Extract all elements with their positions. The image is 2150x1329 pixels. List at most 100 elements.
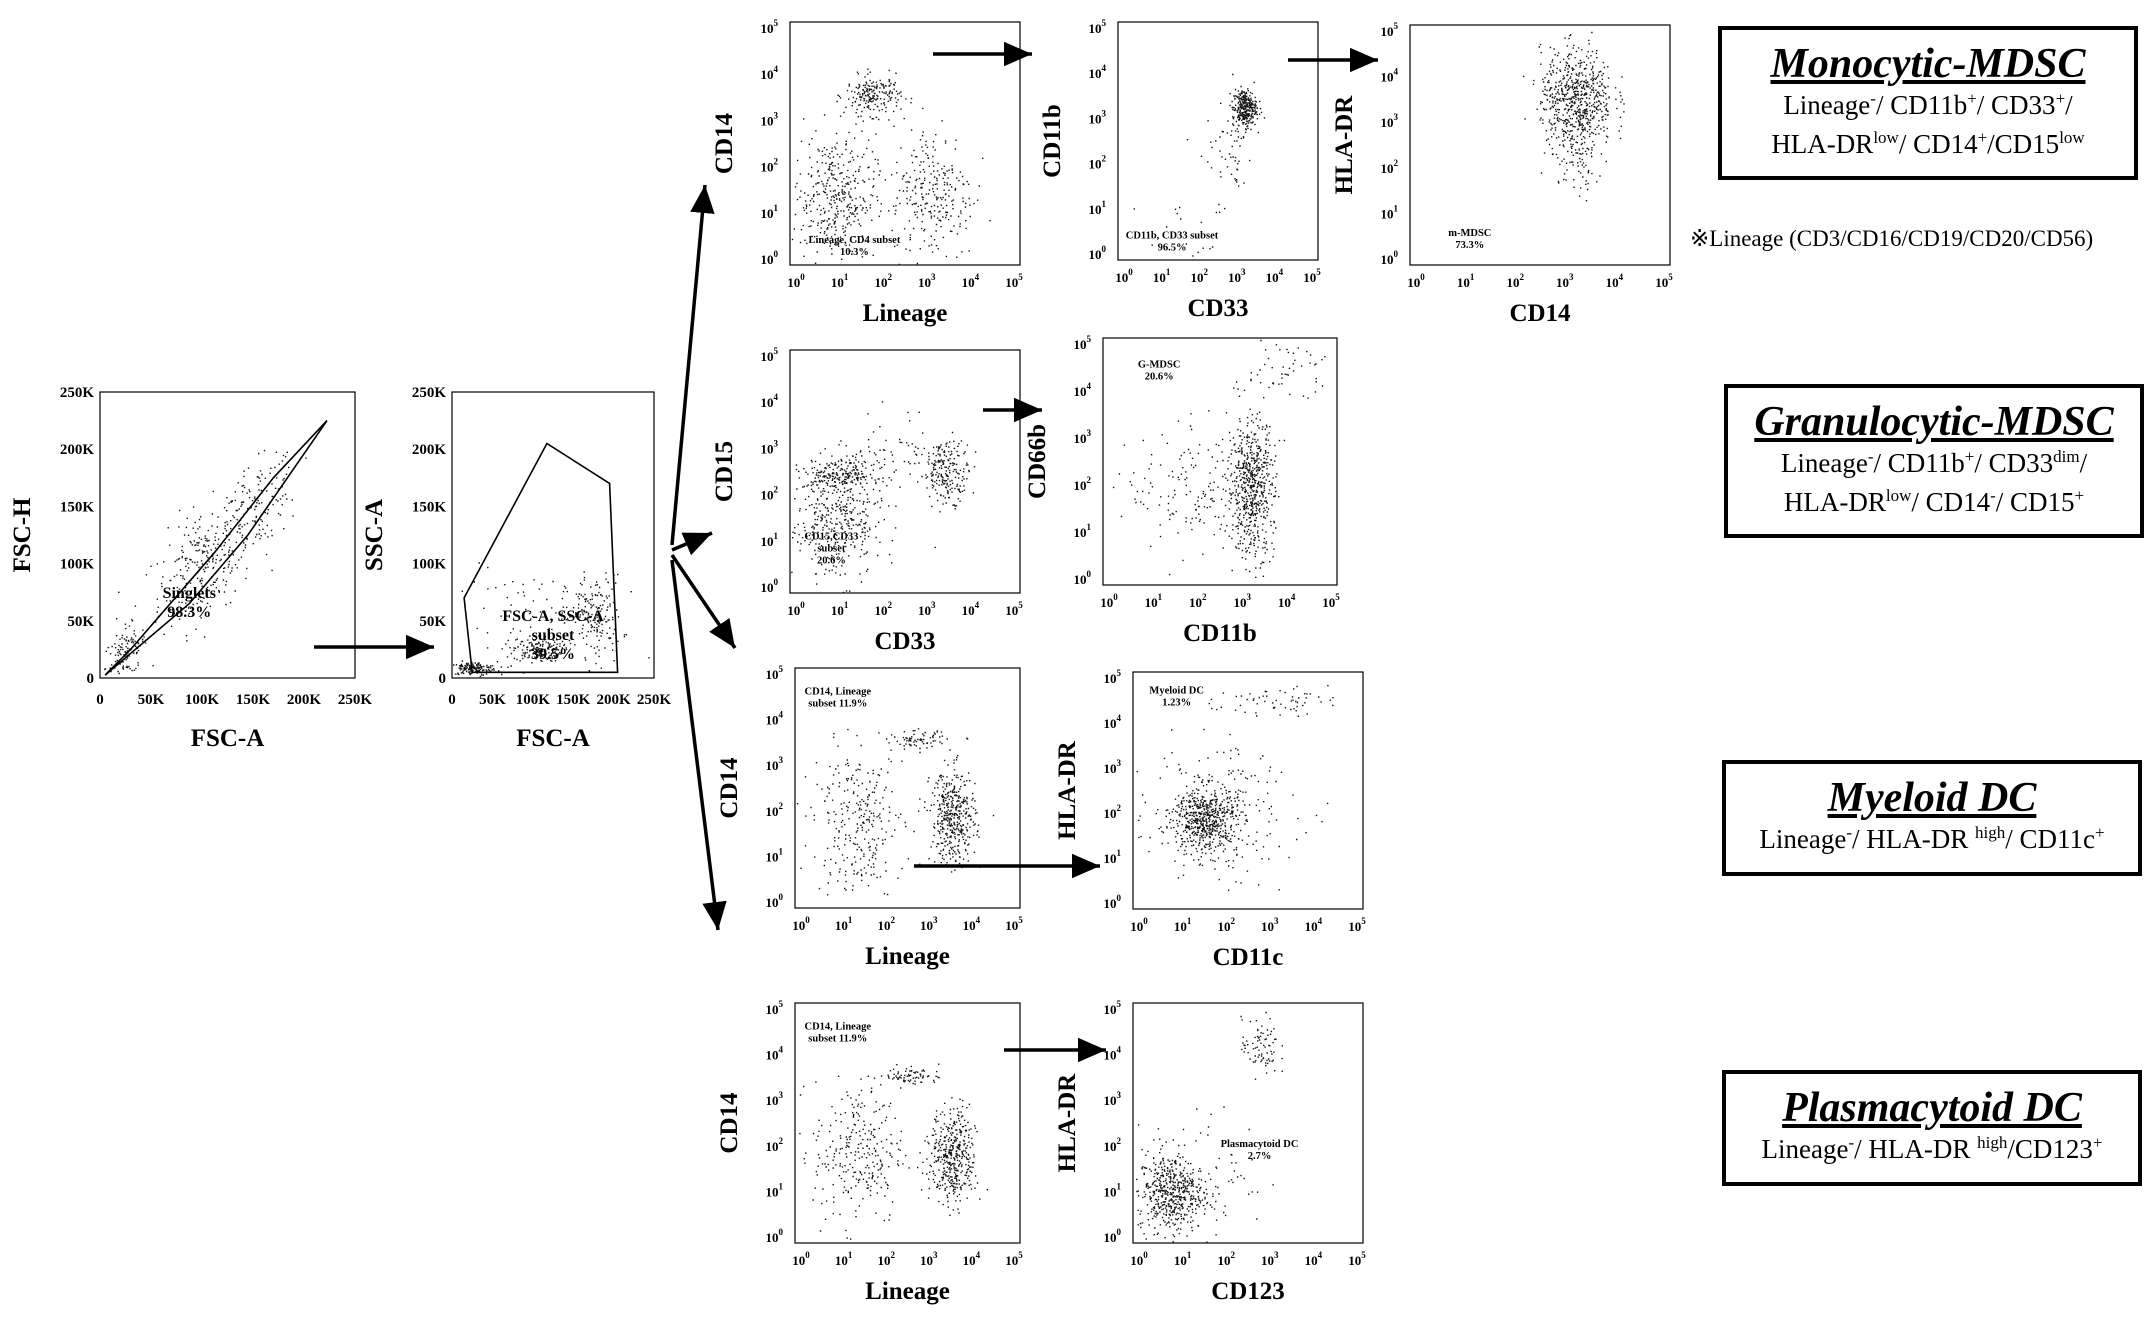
d1-gate-label: CD14, Lineage bbox=[805, 686, 872, 697]
p2-x-axis-label: FSC-A bbox=[516, 725, 590, 752]
m2-plot-frame bbox=[1117, 21, 1319, 261]
c2-x-tick: 102 bbox=[1217, 1250, 1235, 1268]
monocytic-mdsc-box: Monocytic-MDSC Lineage-/ CD11b+/ CD33+/ … bbox=[1718, 26, 2138, 180]
c1-gate-label: subset 11.9% bbox=[808, 1033, 867, 1044]
p2-x-tick: 250K bbox=[637, 692, 672, 708]
p1-y-tick: 250K bbox=[60, 385, 95, 401]
c2-x-tick: 101 bbox=[1174, 1250, 1192, 1268]
m1-y-tick: 105 bbox=[761, 18, 779, 36]
d2-y-tick: 102 bbox=[1104, 803, 1122, 821]
d1-y-tick: 103 bbox=[766, 755, 784, 773]
granulocytic-mdsc-phenotype-1: Lineage-/ CD11b+/ CD33dim/ bbox=[1780, 447, 2088, 479]
d1-y-axis-label: CD14 bbox=[716, 757, 743, 819]
d2-x-tick: 100 bbox=[1130, 916, 1148, 934]
c2-x-axis-label: CD123 bbox=[1211, 1278, 1285, 1305]
m1-gate-label: Lineage, CD4 subset bbox=[808, 235, 900, 246]
p1-y-tick: 200K bbox=[60, 442, 95, 458]
c2-y-tick: 102 bbox=[1104, 1136, 1122, 1154]
m2-x-axis-label: CD33 bbox=[1187, 295, 1248, 322]
d1-y-tick: 100 bbox=[766, 892, 784, 910]
p2-gate bbox=[463, 442, 619, 674]
c2-y-tick: 101 bbox=[1104, 1181, 1122, 1199]
m3-x-axis-label: CD14 bbox=[1509, 300, 1571, 327]
monocytic-mdsc-title: Monocytic-MDSC bbox=[1770, 41, 2086, 87]
p1-gate-label: Singlets bbox=[163, 585, 216, 602]
plasmacytoid-dc-box: Plasmacytoid DC Lineage-/ HLA-DR high/CD… bbox=[1722, 1070, 2142, 1186]
myeloid-dc-phenotype: Lineage-/ HLA-DR high/ CD11c+ bbox=[1759, 823, 2105, 855]
lineage-footnote: ※Lineage (CD3/CD16/CD19/CD20/CD56) bbox=[1690, 226, 2094, 251]
m1-x-tick: 100 bbox=[787, 272, 805, 290]
g2-y-tick: 100 bbox=[1074, 569, 1092, 587]
gating-arrow bbox=[670, 184, 715, 546]
m2-y-tick: 105 bbox=[1089, 18, 1107, 36]
g2-x-tick: 105 bbox=[1322, 592, 1340, 610]
plasmacytoid-dc-phenotype: Lineage-/ HLA-DR high/CD123+ bbox=[1761, 1133, 2103, 1165]
g1-x-tick: 102 bbox=[874, 600, 892, 618]
c1-y-tick: 101 bbox=[766, 1181, 784, 1199]
d2-plot: Myeloid DC1.23% 100 100 101 101 102 102 103 103 1… bbox=[1054, 668, 1366, 971]
d2-x-tick: 101 bbox=[1174, 916, 1192, 934]
m2-x-tick: 100 bbox=[1115, 267, 1133, 285]
g2-y-axis-label: CD66b bbox=[1024, 424, 1051, 499]
p1-events bbox=[104, 449, 307, 675]
d1-x-tick: 102 bbox=[877, 915, 895, 933]
p1-y-tick: 100K bbox=[60, 557, 95, 573]
d1-plot-frame bbox=[794, 667, 1021, 909]
g2-gate-label: G-MDSC bbox=[1138, 360, 1181, 371]
g1-y-tick: 104 bbox=[761, 392, 779, 410]
c1-x-axis-label: Lineage bbox=[865, 1278, 950, 1305]
c2-y-axis-label: HLA-DR bbox=[1054, 1073, 1081, 1173]
p2-x-tick: 200K bbox=[597, 692, 632, 708]
gating-arrow bbox=[670, 559, 727, 931]
g1-y-tick: 101 bbox=[761, 531, 779, 549]
m1-x-axis-label: Lineage bbox=[863, 300, 948, 327]
m3-y-tick: 105 bbox=[1381, 21, 1399, 39]
g1-y-tick: 103 bbox=[761, 438, 779, 456]
d2-x-tick: 105 bbox=[1348, 916, 1366, 934]
c2-y-tick: 103 bbox=[1104, 1090, 1122, 1108]
m3-y-axis-label: HLA-DR bbox=[1331, 95, 1358, 195]
m3-y-tick: 100 bbox=[1381, 249, 1399, 267]
g2-plot-frame bbox=[1102, 337, 1338, 586]
d2-x-tick: 104 bbox=[1305, 916, 1323, 934]
m3-x-tick: 105 bbox=[1655, 272, 1673, 290]
c1-y-tick: 103 bbox=[766, 1090, 784, 1108]
d2-plot-frame bbox=[1132, 671, 1364, 910]
c1-x-tick: 101 bbox=[835, 1250, 853, 1268]
m1-y-tick: 100 bbox=[761, 249, 779, 267]
p2-gate-label: FSC-A, SSC-A bbox=[502, 608, 604, 625]
c1-y-tick: 102 bbox=[766, 1136, 784, 1154]
p2-events bbox=[453, 562, 650, 678]
c1-x-tick: 104 bbox=[963, 1250, 981, 1268]
d1-x-tick: 104 bbox=[963, 915, 981, 933]
d1-x-axis-label: Lineage bbox=[865, 943, 950, 970]
p2-x-tick: 150K bbox=[556, 692, 591, 708]
m2-y-tick: 103 bbox=[1089, 108, 1107, 126]
d1-x-tick: 103 bbox=[920, 915, 938, 933]
d1-y-tick: 102 bbox=[766, 801, 784, 819]
granulocytic-mdsc-title: Granulocytic-MDSC bbox=[1754, 399, 2114, 445]
m1-y-tick: 102 bbox=[761, 157, 779, 175]
m1-gate-label: 10.3% bbox=[840, 247, 869, 258]
gating-arrow bbox=[670, 554, 737, 649]
c2-gate-label: Plasmacytoid DC bbox=[1221, 1139, 1299, 1150]
c2-x-tick: 103 bbox=[1261, 1250, 1279, 1268]
plasmacytoid-dc-title: Plasmacytoid DC bbox=[1782, 1085, 2082, 1131]
m3-y-tick: 103 bbox=[1381, 112, 1399, 130]
m1-y-tick: 101 bbox=[761, 203, 779, 221]
p1-y-axis-label: FSC-H bbox=[9, 497, 36, 573]
p1-x-tick: 50K bbox=[138, 692, 165, 708]
g1-y-axis-label: CD15 bbox=[711, 441, 738, 502]
d2-x-tick: 103 bbox=[1261, 916, 1279, 934]
c2-y-tick: 104 bbox=[1104, 1045, 1122, 1063]
p2-y-axis-label: SSC-A bbox=[361, 499, 388, 571]
m1-y-axis-label: CD14 bbox=[711, 112, 738, 174]
c1-x-tick: 103 bbox=[920, 1250, 938, 1268]
d1-x-tick: 100 bbox=[792, 915, 810, 933]
m2-y-tick: 100 bbox=[1089, 244, 1107, 262]
